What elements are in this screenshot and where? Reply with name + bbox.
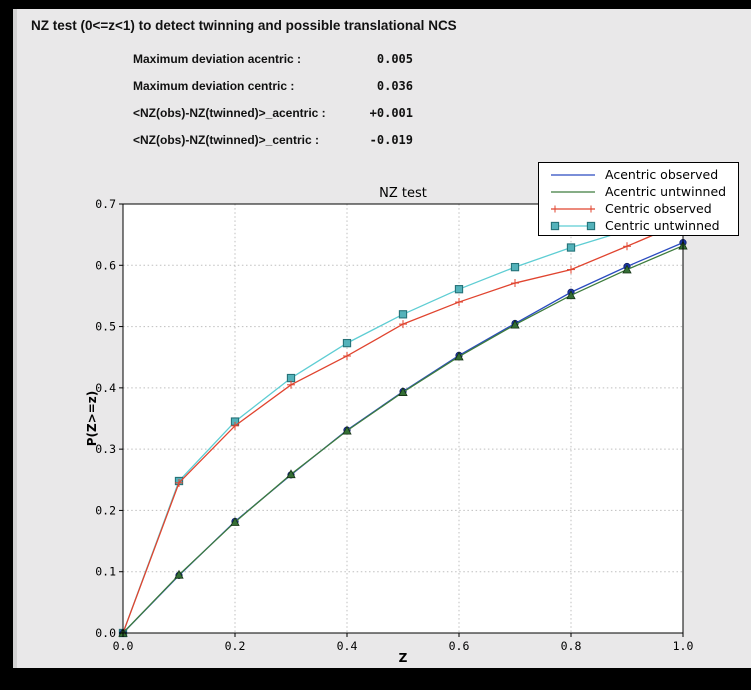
- y-tick-label: 0.0: [95, 626, 116, 640]
- marker-acentric-untwinned: [454, 351, 464, 361]
- marker-centric-untwinned: [398, 310, 408, 319]
- legend-entry-centric-untwinned: Centric untwinned: [549, 217, 738, 234]
- stat-value: -0.019: [369, 133, 413, 147]
- marker-acentric-untwinned: [230, 517, 240, 526]
- x-tick-label: 0.6: [449, 639, 470, 653]
- y-tick-label: 0.1: [95, 565, 116, 579]
- marker-acentric-untwinned: [342, 425, 352, 435]
- marker-acentric-untwinned: [566, 290, 576, 300]
- legend-label: Centric untwinned: [605, 218, 720, 233]
- legend-swatch-acentric-observed: [551, 173, 595, 176]
- stat-row: Maximum deviation acentric : 0.005: [17, 52, 751, 70]
- y-tick-label: 0.6: [95, 258, 116, 272]
- x-axis-label: Z: [399, 651, 408, 665]
- marker-centric-untwinned: [510, 262, 520, 272]
- marker-acentric-untwinned: [622, 264, 632, 274]
- stat-label: <NZ(obs)-NZ(twinned)>_acentric :: [133, 106, 326, 120]
- x-tick-label: 0.8: [561, 639, 582, 653]
- y-tick-label: 0.2: [95, 503, 116, 517]
- stat-label: Maximum deviation acentric :: [133, 52, 302, 66]
- marker-acentric-untwinned: [398, 387, 408, 396]
- stat-value: +0.001: [369, 106, 413, 120]
- stat-value: 0.005: [376, 52, 413, 66]
- x-tick-label: 1.0: [673, 639, 694, 653]
- plot-legend: Acentric observed Acentric untwinned Centr…: [538, 162, 739, 236]
- marker-centric-untwinned: [286, 373, 296, 383]
- marker-centric-untwinned: [342, 338, 352, 348]
- stat-label: Maximum deviation centric :: [133, 79, 295, 93]
- legend-swatch-acentric-untwinned: [551, 190, 595, 193]
- x-tick-label: 0.2: [225, 639, 246, 653]
- legend-swatch-centric-observed: [551, 205, 595, 212]
- marker-acentric-untwinned: [286, 469, 296, 479]
- legend-entry-acentric-untwinned: Acentric untwinned: [549, 183, 738, 200]
- legend-label: Centric observed: [605, 201, 712, 216]
- marker-centric-untwinned: [454, 285, 464, 294]
- marker-acentric-untwinned: [174, 569, 184, 579]
- legend-label: Acentric untwinned: [605, 184, 727, 199]
- x-tick-label: 0.4: [337, 639, 358, 653]
- legend-swatch-centric-untwinned: [550, 221, 596, 230]
- stat-value: 0.036: [376, 79, 413, 93]
- stat-label: <NZ(obs)-NZ(twinned)>_centric :: [133, 133, 320, 147]
- axes-border: [122, 203, 684, 634]
- plot-title: NZ test: [379, 186, 427, 201]
- x-tick-label: 0.0: [113, 639, 134, 653]
- legend-entry-acentric-observed: Acentric observed: [549, 166, 738, 183]
- legend-label: Acentric observed: [605, 167, 719, 182]
- y-tick-label: 0.7: [95, 197, 116, 211]
- y-axis-label: P(Z>=z): [85, 391, 99, 447]
- stat-row: <NZ(obs)-NZ(twinned)>_acentric : +0.001: [17, 106, 751, 124]
- axes-background: [123, 204, 683, 633]
- stat-row: <NZ(obs)-NZ(twinned)>_centric : -0.019: [17, 133, 751, 151]
- y-tick-label: 0.5: [95, 320, 116, 334]
- marker-centric-untwinned: [566, 243, 576, 252]
- y-tick-label: 0.3: [95, 442, 116, 456]
- marker-acentric-untwinned: [510, 319, 520, 329]
- page-title: NZ test (0<=z<1) to detect twinning and …: [31, 18, 457, 33]
- legend-entry-centric-observed: Centric observed: [549, 200, 738, 217]
- y-tick-label: 0.4: [95, 381, 116, 395]
- stat-row: Maximum deviation centric : 0.036: [17, 79, 751, 97]
